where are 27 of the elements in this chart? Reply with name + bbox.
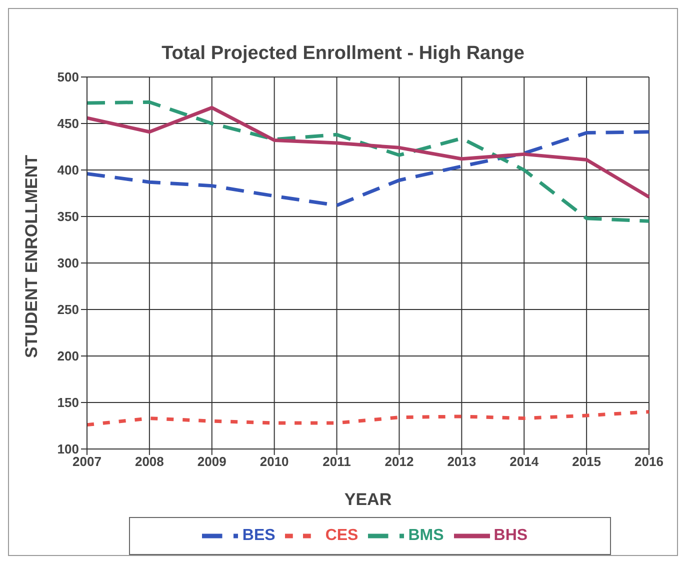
chart-title: Total Projected Enrollment - High Range <box>160 42 526 66</box>
x-tick-label: 2012 <box>384 454 414 470</box>
y-tick-label: 350 <box>57 209 79 224</box>
line-series <box>85 410 651 427</box>
legend-label: BHS <box>494 527 528 544</box>
x-tick-label: 2016 <box>634 454 664 470</box>
y-tick-label: 450 <box>57 116 79 132</box>
y-tick-label: 400 <box>57 162 79 178</box>
y-tick-label: 250 <box>57 302 79 318</box>
x-tick-label: 2011 <box>322 454 351 470</box>
x-tick-label: 2010 <box>260 454 289 470</box>
x-tick-label: 2013 <box>447 454 476 470</box>
x-tick-label: 2009 <box>197 454 226 470</box>
y-tick-label: 150 <box>57 395 79 410</box>
legend-label: BES <box>242 527 276 544</box>
y-axis-title: STUDENT ENROLLMENT <box>22 154 42 358</box>
y-tick-label: 100 <box>57 442 79 457</box>
y-tick-label: 500 <box>57 70 79 85</box>
y-tick-label: 200 <box>57 348 79 364</box>
x-tick-label: 2015 <box>572 454 602 470</box>
legend-label: BMS <box>408 527 444 544</box>
x-tick-label: 2008 <box>134 454 164 470</box>
x-axis-title: YEAR <box>344 490 392 509</box>
legend-label: CES <box>325 527 358 544</box>
x-tick-label: 2014 <box>510 454 540 470</box>
x-tick-label: 2007 <box>72 454 102 470</box>
y-tick-label: 300 <box>57 256 79 271</box>
